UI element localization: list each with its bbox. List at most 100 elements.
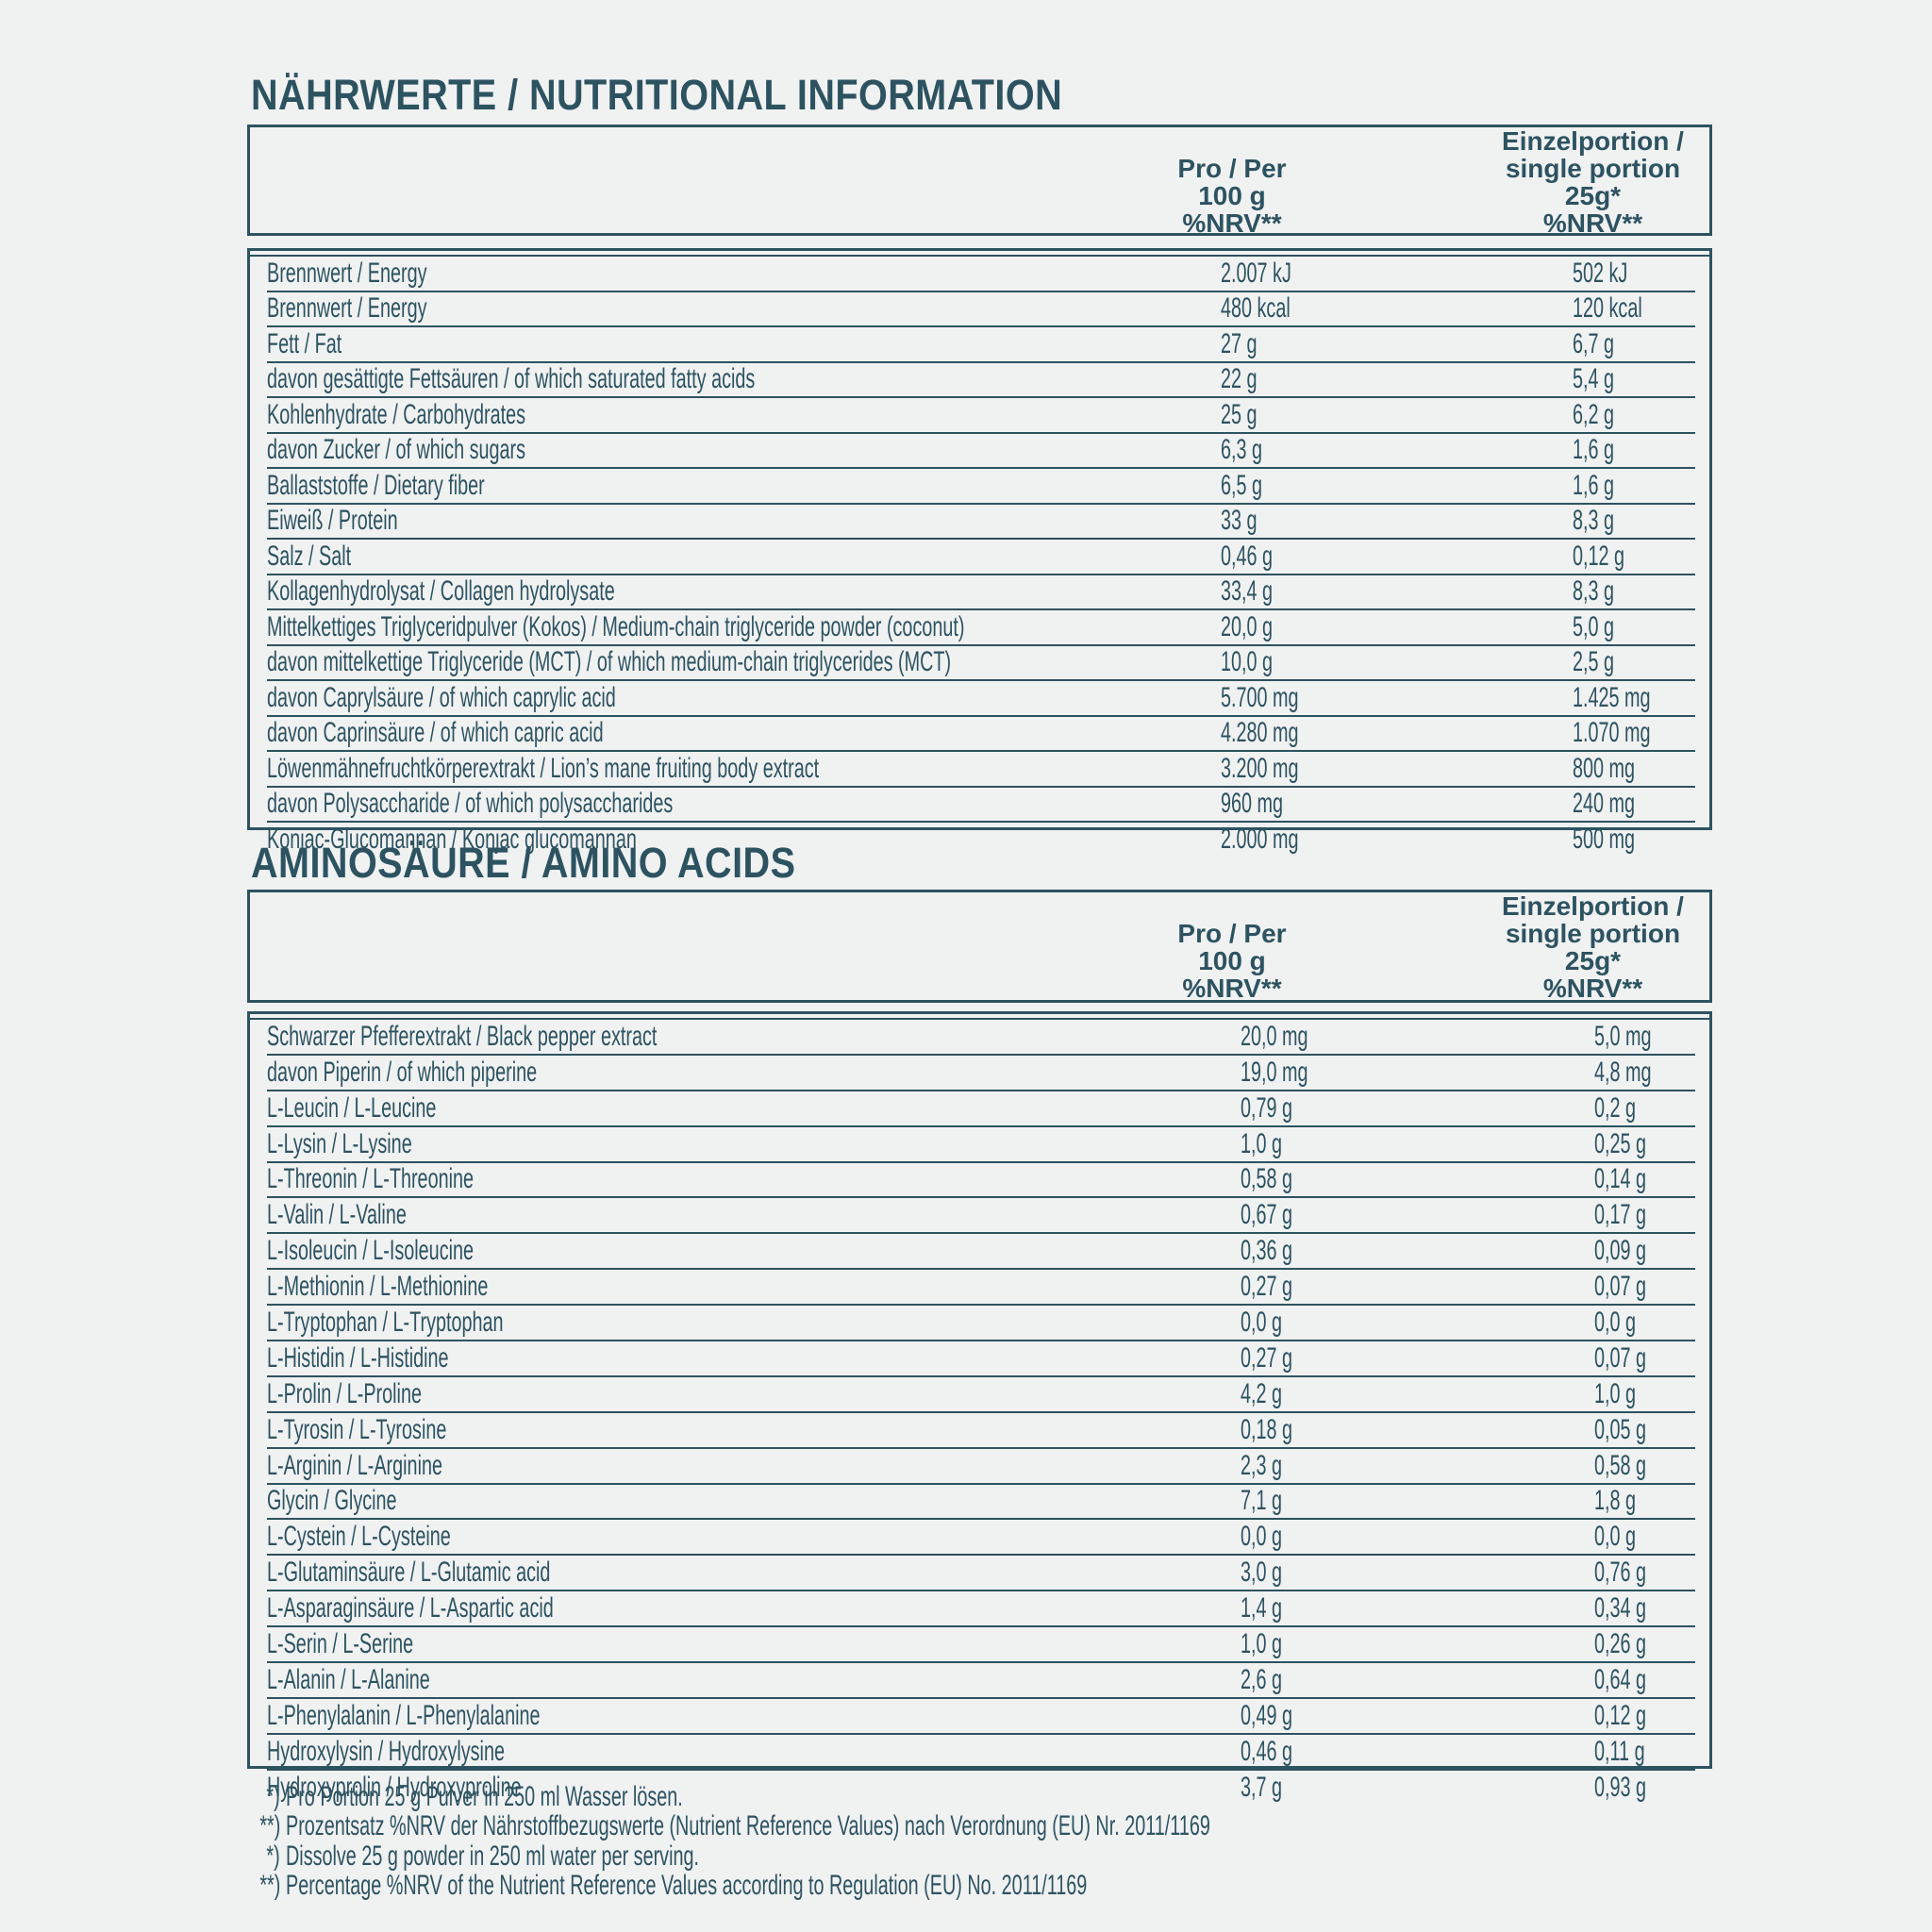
row-value-per-100g: 0,0 g	[1241, 1307, 1283, 1339]
row-label: L-Threonin / L-Threonine	[267, 1163, 475, 1195]
table-row: L-Methionin / L-Methionine 0,27 g 0,07 g	[267, 1270, 1695, 1307]
footnote-line: *) Dissolve 25 g powder in 250 ml water …	[241, 1840, 1844, 1871]
table-row: L-Threonin / L-Threonine 0,58 g 0,14 g	[267, 1163, 1695, 1199]
row-value-per-portion: 5,4 g	[1573, 363, 1615, 394]
row-value-per-portion: 8,3 g	[1573, 575, 1615, 607]
column-header-per-100g: Pro / Per 100 g %NRV**	[1177, 919, 1287, 1003]
row-value-per-100g: 2.000 mg	[1221, 823, 1299, 855]
row-value-per-100g: 2.007 kJ	[1221, 257, 1291, 289]
row-value-per-100g: 0,58 g	[1241, 1163, 1293, 1195]
row-label: davon Caprylsäure / of which caprylic ac…	[267, 681, 616, 713]
row-value-per-100g: 3.200 mg	[1221, 752, 1299, 784]
row-value-per-100g: 0,0 g	[1241, 1521, 1283, 1553]
table-row: L-Lysin / L-Lysine 1,0 g 0,25 g	[267, 1127, 1695, 1163]
row-value-per-portion: 0,64 g	[1594, 1663, 1647, 1695]
row-value-per-100g: 0,18 g	[1241, 1413, 1293, 1445]
row-value-per-100g: 1,0 g	[1241, 1127, 1283, 1159]
row-value-per-portion: 0,12 g	[1573, 540, 1625, 572]
table-row: Brennwert / Energy 480 kcal 120 kcal	[267, 292, 1695, 327]
row-label: L-Asparaginsäure / L-Aspartic acid	[267, 1592, 554, 1624]
row-value-per-100g: 20,0 mg	[1241, 1020, 1308, 1052]
row-value-per-portion: 0,05 g	[1594, 1413, 1647, 1445]
table-row: davon Polysaccharide / of which polysacc…	[267, 788, 1695, 823]
row-value-per-portion: 6,2 g	[1573, 398, 1615, 430]
row-value-per-100g: 0,27 g	[1241, 1271, 1293, 1303]
row-value-per-portion: 502 kJ	[1573, 257, 1628, 289]
row-value-per-100g: 4,2 g	[1241, 1377, 1283, 1409]
row-label: Hydroxyprolin / Hydroxyproline	[267, 1771, 522, 1803]
row-value-per-100g: 1,0 g	[1241, 1628, 1283, 1660]
footnote-line: **) Percentage %NRV of the Nutrient Refe…	[241, 1871, 1844, 1901]
row-value-per-portion: 4,8 mg	[1594, 1056, 1652, 1088]
footnote-text: Dissolve 25 g powder in 250 ml water per…	[286, 1840, 700, 1872]
row-label: L-Phenylalanin / L-Phenylalanine	[267, 1699, 541, 1731]
table-row: L-Histidin / L-Histidine 0,27 g 0,07 g	[267, 1341, 1695, 1377]
row-value-per-portion: 0,17 g	[1594, 1199, 1647, 1231]
amino-table-header: Pro / Per 100 g %NRV** Einzelportion / s…	[247, 890, 1712, 1003]
table-row: Glycin / Glycine 7,1 g 1,8 g	[267, 1485, 1695, 1521]
row-value-per-portion: 0,14 g	[1594, 1163, 1647, 1195]
amino-rows: Schwarzer Pfefferextrakt / Black pepper …	[250, 1020, 1709, 1805]
row-value-per-100g: 6,3 g	[1221, 434, 1263, 465]
row-value-per-100g: 0,67 g	[1241, 1199, 1293, 1231]
row-value-per-portion: 5,0 g	[1573, 610, 1615, 642]
row-value-per-portion: 800 mg	[1573, 752, 1636, 784]
row-value-per-100g: 0,79 g	[1241, 1091, 1293, 1124]
row-value-per-portion: 0,58 g	[1594, 1449, 1647, 1481]
table-row: davon Caprinsäure / of which capric acid…	[267, 717, 1695, 752]
nutrition-table-header: Pro / Per 100 g %NRV** Einzelportion / s…	[247, 125, 1712, 238]
row-value-per-portion: 0,07 g	[1594, 1341, 1647, 1374]
row-label: L-Glutaminsäure / L-Glutamic acid	[267, 1557, 551, 1589]
row-label: L-Methionin / L-Methionine	[267, 1271, 489, 1303]
table-row: L-Prolin / L-Proline 4,2 g 1,0 g	[267, 1377, 1695, 1413]
row-label: Brennwert / Energy	[267, 257, 427, 289]
table-row: Fett / Fat 27 g 6,7 g	[267, 327, 1695, 363]
row-label: Mittelkettiges Triglyceridpulver (Kokos)…	[267, 610, 965, 642]
nutrition-table-body: Brennwert / Energy 2.007 kJ 502 kJ Brenn…	[247, 248, 1712, 853]
row-value-per-portion: 0,76 g	[1594, 1557, 1647, 1589]
table-row: L-Valin / L-Valine 0,67 g 0,17 g	[267, 1198, 1695, 1235]
row-value-per-portion: 0,93 g	[1594, 1771, 1647, 1803]
row-label: L-Isoleucin / L-Isoleucine	[267, 1235, 475, 1267]
row-label: Eiweiß / Protein	[267, 505, 398, 536]
row-value-per-100g: 27 g	[1221, 327, 1257, 359]
row-value-per-portion: 500 mg	[1573, 823, 1636, 855]
footnote-text: Pro Portion 25 g Pulver in 250 ml Wasser…	[286, 1780, 683, 1812]
row-value-per-portion: 1.070 mg	[1573, 717, 1651, 748]
row-value-per-100g: 1,4 g	[1241, 1592, 1283, 1624]
table-row: Kollagenhydrolysat / Collagen hydrolysat…	[267, 575, 1695, 610]
row-value-per-portion: 0,26 g	[1594, 1628, 1647, 1660]
row-value-per-100g: 2,6 g	[1241, 1663, 1283, 1695]
row-label: L-Serin / L-Serine	[267, 1628, 414, 1660]
row-value-per-portion: 0,09 g	[1594, 1235, 1647, 1267]
row-value-per-portion: 120 kcal	[1573, 292, 1642, 324]
row-value-per-portion: 1,0 g	[1594, 1377, 1637, 1409]
column-header-per-100g: Pro / Per 100 g %NRV**	[1177, 154, 1287, 238]
row-label: L-Prolin / L-Proline	[267, 1377, 422, 1409]
row-label: Ballaststoffe / Dietary fiber	[267, 469, 485, 501]
column-header-single-portion: Einzelportion / single portion 25g* %NRV…	[1502, 126, 1684, 238]
row-label: Glycin / Glycine	[267, 1485, 397, 1517]
row-value-per-portion: 1,8 g	[1594, 1485, 1637, 1517]
amino-section-title: AMINOSÄURE / AMINO ACIDS	[251, 839, 796, 887]
row-label: Schwarzer Pfefferextrakt / Black pepper …	[267, 1020, 658, 1052]
footnote-marker: *)	[266, 1780, 280, 1812]
row-value-per-100g: 22 g	[1221, 363, 1257, 394]
row-label: L-Valin / L-Valine	[267, 1199, 407, 1231]
row-value-per-100g: 19,0 mg	[1241, 1056, 1308, 1088]
row-value-per-100g: 0,46 g	[1241, 1735, 1293, 1767]
footnote-text: Percentage %NRV of the Nutrient Referenc…	[286, 1870, 1088, 1901]
table-row: davon mittelkettige Triglyceride (MCT) /…	[267, 646, 1695, 681]
table-row: davon gesättigte Fettsäuren / of which s…	[267, 363, 1695, 398]
row-value-per-100g: 480 kcal	[1221, 292, 1291, 324]
row-label: L-Histidin / L-Histidine	[267, 1341, 449, 1374]
row-label: Fett / Fat	[267, 327, 342, 359]
table-row: Ballaststoffe / Dietary fiber 6,5 g 1,6 …	[267, 469, 1695, 505]
footnote-marker: *)	[266, 1840, 280, 1872]
row-value-per-100g: 33 g	[1221, 505, 1257, 536]
row-value-per-100g: 0,27 g	[1241, 1341, 1293, 1374]
row-value-per-100g: 0,36 g	[1241, 1235, 1293, 1267]
row-label: davon Piperin / of which piperine	[267, 1056, 538, 1088]
table-row: L-Asparaginsäure / L-Aspartic acid 1,4 g…	[267, 1591, 1695, 1628]
